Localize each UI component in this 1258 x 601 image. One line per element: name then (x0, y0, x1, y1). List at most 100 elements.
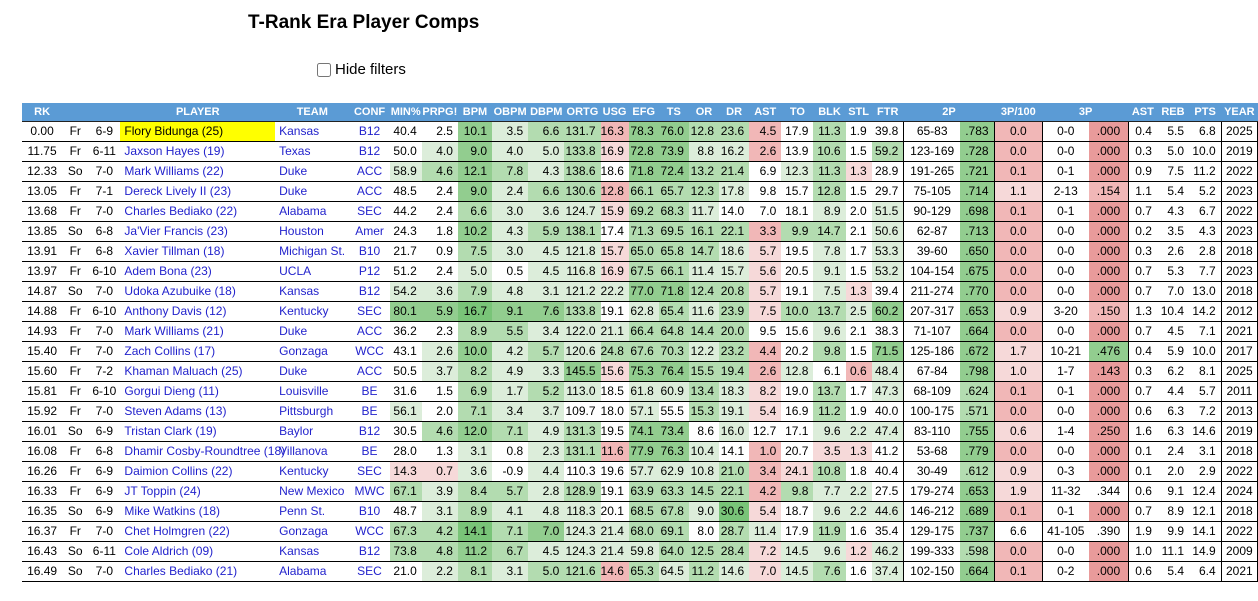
cell-conf[interactable]: B12 (349, 421, 390, 442)
cell-player[interactable]: Flory Bidunga (25) (120, 121, 276, 142)
cell-team[interactable]: Kentucky (275, 461, 350, 482)
cell-player[interactable]: Adem Bona (23) (120, 261, 276, 282)
col-header-bpm[interactable]: BPM (457, 103, 493, 122)
cell-efg: 75.3 (628, 361, 659, 382)
cell-conf[interactable]: B10 (349, 501, 390, 522)
cell-team[interactable]: Kansas (275, 281, 350, 302)
col-header-ortg[interactable]: ORTG (564, 103, 601, 122)
cell-team[interactable]: Duke (275, 161, 350, 182)
cell-player[interactable]: Daimion Collins (22) (120, 461, 276, 482)
cell-team[interactable]: Penn St. (275, 501, 350, 522)
cell-conf[interactable]: P12 (349, 261, 390, 282)
cell-team[interactable]: Villanova (275, 441, 350, 462)
cell-conf[interactable]: SEC (349, 301, 390, 322)
cell-player[interactable]: Dereck Lively II (23) (120, 181, 276, 202)
cell-conf[interactable]: B10 (349, 241, 390, 262)
cell-conf[interactable]: WCC (349, 341, 390, 362)
col-header-blk[interactable]: BLK (813, 103, 846, 122)
cell-team[interactable]: Louisville (275, 381, 350, 402)
cell-player[interactable]: Tristan Clark (19) (120, 421, 276, 442)
cell-team[interactable]: Alabama (275, 561, 350, 582)
cell-player[interactable]: Jaxson Hayes (19) (120, 141, 276, 162)
col-header-ftr[interactable]: FTR (871, 103, 904, 122)
cell-conf[interactable]: WCC (349, 521, 390, 542)
col-header-to[interactable]: TO (781, 103, 814, 122)
col-header-conf[interactable]: CONF (349, 103, 390, 122)
cell-player[interactable]: Mark Williams (22) (120, 161, 276, 182)
cell-player[interactable]: Cole Aldrich (09) (120, 541, 276, 562)
cell-player[interactable]: Anthony Davis (12) (120, 301, 276, 322)
col-header-efg[interactable]: EFG (628, 103, 659, 122)
col-header-rk[interactable]: RK (22, 103, 63, 122)
cell-player[interactable]: Charles Bediako (21) (120, 561, 276, 582)
col-header-player[interactable]: PLAYER (120, 103, 276, 122)
cell-player[interactable]: JT Toppin (24) (120, 481, 276, 502)
cell-conf[interactable]: B12 (349, 121, 390, 142)
cell-team[interactable]: Gonzaga (275, 521, 350, 542)
col-header-year[interactable]: YEAR (1221, 103, 1258, 122)
col-header-dbpm[interactable]: DBPM (528, 103, 565, 122)
cell-team[interactable]: Kentucky (275, 301, 350, 322)
col-header-ast[interactable]: AST (749, 103, 782, 122)
cell-team[interactable]: Houston (275, 221, 350, 242)
cell-conf[interactable]: BE (349, 401, 390, 422)
col-header-prpg-[interactable]: PRPG! (421, 103, 458, 122)
cell-team[interactable]: UCLA (275, 261, 350, 282)
cell-team[interactable]: Alabama (275, 201, 350, 222)
cell-player[interactable]: Udoka Azubuike (18) (120, 281, 276, 302)
cell-conf[interactable]: ACC (349, 161, 390, 182)
cell-conf[interactable]: B12 (349, 281, 390, 302)
cell-conf[interactable]: BE (349, 441, 390, 462)
cell-team[interactable]: Baylor (275, 421, 350, 442)
cell-conf[interactable]: ACC (349, 181, 390, 202)
cell-ftr: 51.5 (871, 201, 904, 222)
cell-player[interactable]: Steven Adams (13) (120, 401, 276, 422)
col-header-reb[interactable]: REB (1156, 103, 1190, 122)
cell-conf[interactable]: ACC (349, 321, 390, 342)
col-header-3p[interactable]: 3P (1042, 103, 1129, 122)
col-header-team[interactable]: TEAM (275, 103, 350, 122)
cell-player[interactable]: Chet Holmgren (22) (120, 521, 276, 542)
cell-player[interactable]: Xavier Tillman (18) (120, 241, 276, 262)
cell-player[interactable]: Ja'Vier Francis (23) (120, 221, 276, 242)
cell-team[interactable]: Duke (275, 361, 350, 382)
col-header-dr[interactable]: DR (719, 103, 750, 122)
cell-team[interactable]: Kansas (275, 541, 350, 562)
col-header-ast[interactable]: AST (1128, 103, 1157, 122)
hide-filters-checkbox[interactable] (317, 62, 331, 77)
cell-team[interactable]: Duke (275, 181, 350, 202)
cell-conf[interactable]: B12 (349, 541, 390, 562)
col-header-ts[interactable]: TS (658, 103, 689, 122)
cell-player[interactable]: Zach Collins (17) (120, 341, 276, 362)
cell-conf[interactable]: MWC (349, 481, 390, 502)
cell-team[interactable]: Gonzaga (275, 341, 350, 362)
col-header-pts[interactable]: PTS (1189, 103, 1222, 122)
cell-team[interactable]: Duke (275, 321, 350, 342)
cell-player[interactable]: Mark Williams (21) (120, 321, 276, 342)
cell-conf[interactable]: ACC (349, 361, 390, 382)
col-header-usg[interactable]: USG (600, 103, 629, 122)
cell-team[interactable]: New Mexico (275, 481, 350, 502)
col-header-or[interactable]: OR (688, 103, 720, 122)
cell-player[interactable]: Gorgui Dieng (11) (120, 381, 276, 402)
cell-conf[interactable]: Amer (349, 221, 390, 242)
cell-team[interactable]: Michigan St. (275, 241, 350, 262)
cell-conf[interactable]: SEC (349, 201, 390, 222)
cell-conf[interactable]: B12 (349, 141, 390, 162)
cell-conf[interactable]: BE (349, 381, 390, 402)
col-header-obpm[interactable]: OBPM (492, 103, 529, 122)
cell-ftr: 40.4 (871, 461, 904, 482)
cell-player[interactable]: Dhamir Cosby-Roundtree (18) (120, 441, 285, 462)
cell-team[interactable]: Kansas (275, 121, 350, 142)
cell-player[interactable]: Charles Bediako (22) (120, 201, 276, 222)
cell-conf[interactable]: SEC (349, 461, 390, 482)
col-header-2p[interactable]: 2P (903, 103, 995, 122)
cell-player[interactable]: Mike Watkins (18) (120, 501, 276, 522)
cell-player[interactable]: Khaman Maluach (25) (120, 361, 276, 382)
cell-team[interactable]: Texas (275, 141, 350, 162)
col-header-3p-100[interactable]: 3P/100 (994, 103, 1043, 122)
col-header-min-[interactable]: MIN% (389, 103, 422, 122)
cell-conf[interactable]: SEC (349, 561, 390, 582)
cell-team[interactable]: Pittsburgh (275, 401, 350, 422)
col-header-stl[interactable]: STL (845, 103, 872, 122)
